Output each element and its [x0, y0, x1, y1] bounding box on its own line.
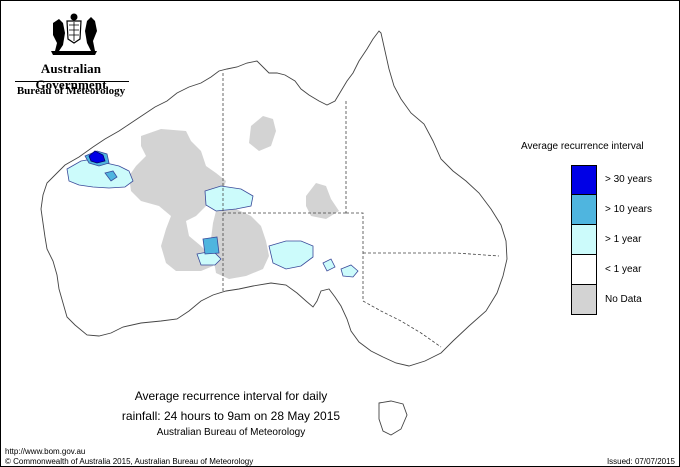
logo-divider	[15, 81, 129, 82]
region-pilbara-spot	[104, 170, 118, 182]
no-data-region-central	[211, 209, 269, 279]
bureau-name: Bureau of Meteorology	[16, 85, 126, 97]
caption-title-line-1: Average recurrence interval for daily	[134, 389, 328, 403]
legend-swatch	[571, 285, 597, 315]
footer-copyright: © Commonwealth of Australia 2015, Austra…	[5, 457, 254, 466]
legend-swatch	[571, 165, 597, 195]
legend-swatch	[571, 255, 597, 285]
legend-label: > 10 years	[605, 204, 652, 215]
legend-title: Average recurrence interval	[521, 141, 644, 152]
legend-item-gt-10-years: > 10 years	[571, 195, 679, 225]
legend-item-gt-30-years: > 30 years	[571, 165, 679, 195]
legend-label: > 1 year	[605, 234, 642, 245]
region-sa-west	[204, 185, 254, 212]
caption-source: Australian Bureau of Meteorology	[156, 427, 306, 438]
no-data-region-west-central	[129, 129, 226, 271]
border-nsw-vic	[362, 300, 442, 348]
footer-url[interactable]: http://www.bom.gov.au	[5, 447, 86, 456]
legend-items: > 30 years > 10 years > 1 year < 1 year …	[571, 165, 679, 315]
legend-swatch	[571, 195, 597, 225]
no-data-regions	[129, 116, 339, 279]
region-pilbara-extreme	[88, 150, 106, 164]
region-wa-interior	[202, 236, 220, 255]
border-sa-qld-nsw	[346, 212, 364, 301]
legend-item-lt-1-year: < 1 year	[571, 255, 679, 285]
legend-item-no-data: No Data	[571, 285, 679, 315]
legend-label: No Data	[605, 294, 642, 305]
tasmania-coastline	[378, 400, 408, 436]
no-data-region-nt-south	[306, 183, 339, 219]
government-name: Australian Government	[35, 61, 107, 92]
mainland-coastline	[40, 30, 508, 367]
legend-label: > 30 years	[605, 174, 652, 185]
legend: Average recurrence interval > 30 years >…	[521, 141, 671, 315]
no-data-region-nt-north	[249, 116, 276, 151]
caption-title-line-2: rainfall: 24 hours to 9am on 28 May 2015	[121, 409, 341, 423]
coastline	[40, 30, 508, 436]
legend-swatch	[571, 225, 597, 255]
gt-30-years-regions	[88, 150, 106, 164]
map-caption: Average recurrence interval for daily ra…	[81, 386, 381, 439]
legend-item-gt-1-year: > 1 year	[571, 225, 679, 255]
region-sa-east	[340, 264, 359, 278]
footer-issued-date: Issued: 07/07/2015	[606, 457, 675, 466]
state-borders	[222, 73, 500, 348]
legend-label: < 1 year	[605, 264, 642, 275]
region-sa-east-small	[322, 258, 336, 272]
coat-of-arms-icon	[51, 13, 97, 55]
gt-1-year-regions	[66, 158, 359, 278]
region-sa-central	[268, 240, 314, 270]
border-qld-nsw	[363, 252, 500, 257]
